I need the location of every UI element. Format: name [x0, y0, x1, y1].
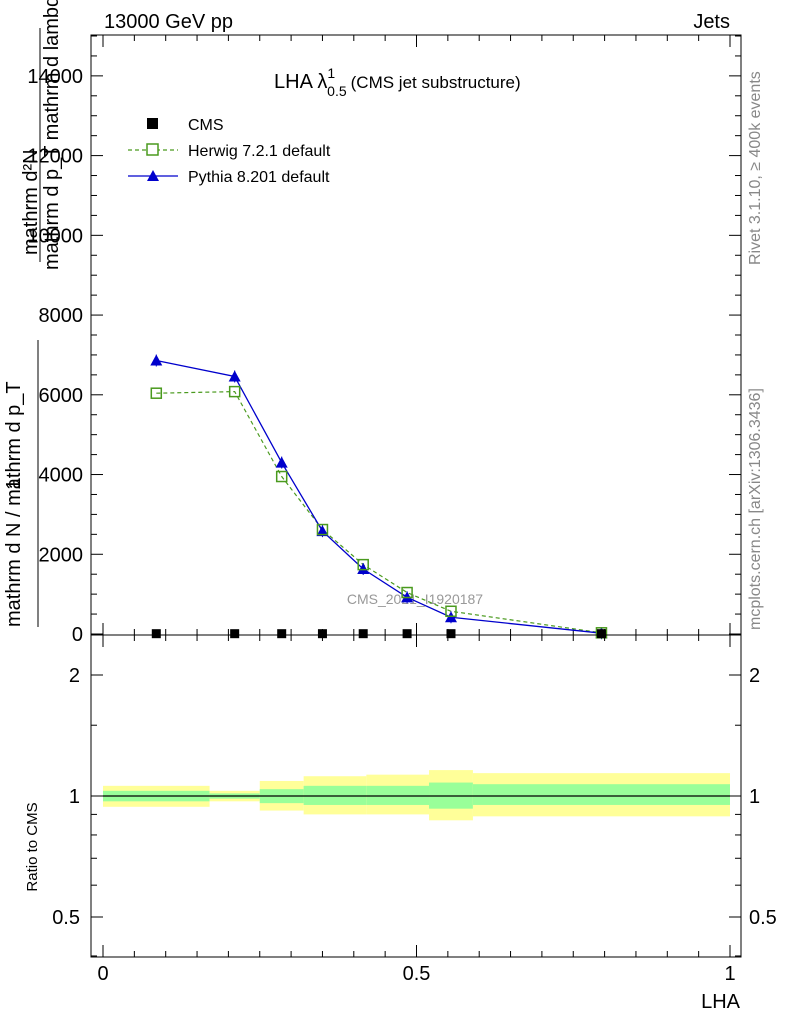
- cms-point: [596, 629, 606, 639]
- cms-point: [277, 629, 287, 639]
- ratio-tick-labels: 0.5 0.5 1 1 2 2 0 0.5 1: [52, 665, 777, 985]
- legend-herwig-label: Herwig 7.2.1 default: [188, 143, 331, 160]
- main-ytick-label: 10000: [27, 225, 83, 247]
- ratio-inner-band: [366, 785, 430, 805]
- ratio-ytick-label-left: 0.5: [52, 907, 80, 929]
- ratio-xtick-label: 1: [724, 963, 735, 985]
- herwig-point: [228, 385, 241, 398]
- herwig-point: [150, 387, 163, 399]
- cms-point: [446, 629, 456, 639]
- cms-point: [230, 629, 240, 639]
- main-ytick-label: 14000: [27, 66, 83, 88]
- herwig-point: [357, 558, 369, 571]
- main-ytick-label: 8000: [39, 305, 84, 327]
- ratio-xtick-label: 0.5: [403, 963, 431, 985]
- legend-cms-label: CMS: [188, 117, 224, 134]
- ylabel-numerator: mathrm d²N: [20, 149, 42, 255]
- main-ytick-label: 12000: [27, 146, 83, 168]
- ratio-y-axis-label: Ratio to CMS: [24, 802, 41, 891]
- ratio-ytick-label-right: 2: [749, 665, 760, 687]
- ylabel-prefix-den: mathrm d N / mathrm d p_T: [3, 381, 25, 627]
- ratio-ytick-label-left: 2: [69, 665, 80, 687]
- legend: CMS Herwig 7.2.1 default Pythia 8.201 de…: [128, 117, 331, 186]
- ratio-ytick-label-right: 0.5: [749, 907, 777, 929]
- plot-title-sub: 0.5: [327, 83, 347, 99]
- ratio-plot-panel: 0.5 0.5 1 1 2 2 0 0.5 1 Ratio to CMS LHA: [24, 634, 777, 1013]
- main-y-axis-label: mathrm d N / mathrm d p_T 1 mathrm d²N m…: [3, 0, 63, 627]
- herwig-line: [156, 391, 602, 634]
- pythia-point: [275, 456, 288, 468]
- main-y-tick-labels: 2000 4000 6000 8000 10000 12000 14000 0: [27, 66, 83, 646]
- main-ytick-label-zero: 0: [72, 624, 83, 646]
- header-left: 13000 GeV pp: [104, 11, 233, 33]
- plot-title-sup: 1: [327, 65, 335, 81]
- pythia-line: [156, 359, 602, 634]
- rivet-label: Rivet 3.1.10, ≥ 400k events: [747, 71, 764, 265]
- ratio-xtick-label: 0: [97, 963, 108, 985]
- ylabel-prefix-num: 1: [3, 479, 25, 490]
- ratio-inner-band: [472, 784, 730, 805]
- ratio-ytick-label-right: 1: [749, 786, 760, 808]
- plot-title-main: LHA λ: [274, 71, 327, 93]
- main-ytick-label: 6000: [39, 385, 84, 407]
- herwig-point: [275, 470, 288, 483]
- cms-point: [358, 629, 368, 639]
- herwig-point: [445, 605, 457, 618]
- main-series-group: [150, 354, 608, 640]
- x-axis-label: LHA: [701, 991, 741, 1013]
- ratio-ytick-label-left: 1: [69, 786, 80, 808]
- header-right: Jets: [693, 11, 730, 33]
- plot-title: LHA λ1 0.5 (CMS jet substructure): [274, 65, 521, 99]
- legend-pythia-label: Pythia 8.201 default: [188, 169, 330, 186]
- pythia-point: [150, 354, 163, 366]
- watermark: CMS_2021_I1920187: [347, 591, 483, 607]
- cms-point: [151, 629, 161, 639]
- cms-point: [317, 629, 327, 639]
- ylabel-denominator: mathrm d p_T mathrm d lambda: [41, 0, 63, 270]
- plot-title-extra: (CMS jet substructure): [351, 73, 521, 92]
- pythia-point: [357, 563, 370, 575]
- ratio-inner-band: [303, 785, 367, 805]
- pythia-point: [316, 525, 329, 537]
- legend-pythia-marker: [147, 170, 159, 181]
- main-ytick-label: 4000: [39, 465, 84, 487]
- herwig-point: [401, 586, 413, 599]
- main-axis-ticks: [91, 35, 741, 635]
- ratio-bands: [103, 770, 730, 821]
- main-ytick-label: 2000: [39, 544, 84, 566]
- ratio-axis-ticks: [91, 635, 741, 957]
- legend-cms-marker: [147, 118, 158, 129]
- pythia-point: [228, 370, 241, 382]
- legend-herwig-marker: [146, 143, 159, 156]
- cms-point: [402, 629, 412, 639]
- mcplots-label: mcplots.cern.ch [arXiv:1306.3436]: [747, 388, 764, 630]
- herwig-point: [316, 523, 329, 536]
- main-plot-panel: 2000 4000 6000 8000 10000 12000 14000 0 CMS_202…: [3, 0, 742, 646]
